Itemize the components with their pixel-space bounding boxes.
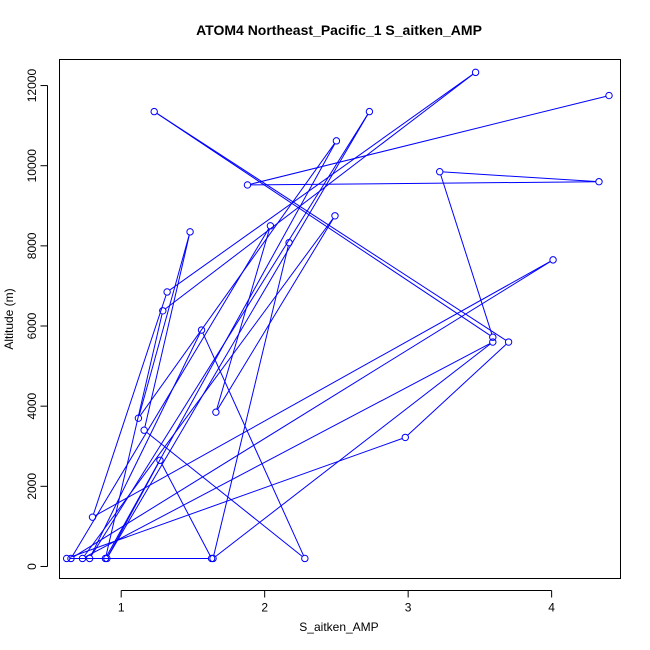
series-segment bbox=[138, 234, 190, 416]
data-point bbox=[150, 107, 158, 116]
series-segment bbox=[165, 73, 474, 310]
y-tick-label: 8000 bbox=[25, 232, 39, 259]
series-segment bbox=[160, 462, 211, 556]
series-segment bbox=[90, 332, 201, 556]
series-segment bbox=[144, 234, 190, 428]
series-segment bbox=[85, 343, 491, 558]
series-segment bbox=[105, 313, 163, 556]
data-point bbox=[401, 433, 409, 442]
data-point bbox=[209, 554, 217, 563]
x-tick-label: 3 bbox=[405, 601, 412, 615]
data-point bbox=[186, 228, 194, 236]
x-tick-label: 4 bbox=[548, 601, 555, 615]
data-point bbox=[159, 307, 167, 315]
series-segment bbox=[95, 261, 551, 517]
data-point bbox=[489, 338, 497, 346]
data-point bbox=[163, 288, 171, 296]
series-segment bbox=[250, 181, 596, 186]
data-point bbox=[266, 222, 275, 230]
x-tick-label: 1 bbox=[118, 601, 125, 615]
y-tick-label: 10000 bbox=[25, 149, 39, 183]
data-point bbox=[436, 168, 444, 176]
series-segment bbox=[83, 218, 334, 557]
series-segment bbox=[156, 112, 491, 336]
y-tick-label: 2000 bbox=[25, 473, 39, 500]
series-segment bbox=[215, 343, 491, 557]
series-segment bbox=[442, 171, 596, 183]
data-point bbox=[78, 554, 87, 563]
data-point bbox=[365, 107, 374, 116]
data-point bbox=[197, 326, 206, 334]
x-axis: 1 2 3 4 bbox=[118, 590, 555, 615]
series-segment bbox=[72, 228, 270, 556]
series-segment bbox=[202, 332, 304, 556]
series-segment bbox=[156, 112, 507, 341]
series-segment bbox=[216, 228, 270, 410]
series-segment bbox=[213, 245, 289, 556]
y-tick-label: 0 bbox=[25, 563, 39, 570]
x-tick-label: 2 bbox=[261, 601, 268, 615]
series-segment bbox=[69, 438, 403, 558]
data-point bbox=[301, 554, 309, 563]
data-point bbox=[85, 554, 94, 563]
data-point bbox=[88, 513, 97, 521]
y-axis-label: Altitude (m) bbox=[2, 288, 16, 349]
series-segment bbox=[106, 143, 336, 556]
data-point bbox=[101, 554, 110, 563]
data-point bbox=[504, 338, 513, 346]
data-point bbox=[605, 91, 613, 100]
data-point bbox=[595, 178, 603, 186]
series-segment bbox=[407, 343, 507, 436]
data-point bbox=[134, 414, 143, 422]
series-segment bbox=[169, 73, 474, 291]
data-point bbox=[285, 238, 293, 247]
data-point bbox=[212, 408, 220, 416]
data-point bbox=[331, 212, 339, 220]
plot-area bbox=[59, 59, 621, 579]
series-segment bbox=[73, 261, 551, 558]
series-segment bbox=[217, 218, 334, 410]
data-point bbox=[489, 333, 497, 341]
data-point bbox=[332, 137, 341, 145]
series-segment bbox=[139, 143, 335, 416]
data-point bbox=[156, 456, 164, 464]
y-tick-label: 12000 bbox=[25, 69, 39, 103]
data-point bbox=[62, 554, 71, 563]
series-segment bbox=[250, 95, 607, 185]
data-point bbox=[67, 554, 75, 563]
y-tick-label: 4000 bbox=[25, 392, 39, 419]
data-point bbox=[140, 426, 148, 434]
series-layer bbox=[62, 68, 613, 563]
y-tick-label: 6000 bbox=[25, 312, 39, 339]
data-point bbox=[471, 68, 480, 77]
y-axis: 0 2000 4000 6000 8000 10000 12000 bbox=[25, 69, 48, 570]
series-segment bbox=[93, 294, 167, 515]
x-axis-label: S_aitken_AMP bbox=[299, 620, 378, 634]
data-point bbox=[549, 256, 557, 264]
series-segment bbox=[440, 174, 493, 335]
data-point bbox=[243, 181, 252, 189]
series-segment bbox=[146, 431, 303, 557]
chart-title: ATOM4 Northeast_Pacific_1 S_aitken_AMP bbox=[196, 22, 482, 38]
